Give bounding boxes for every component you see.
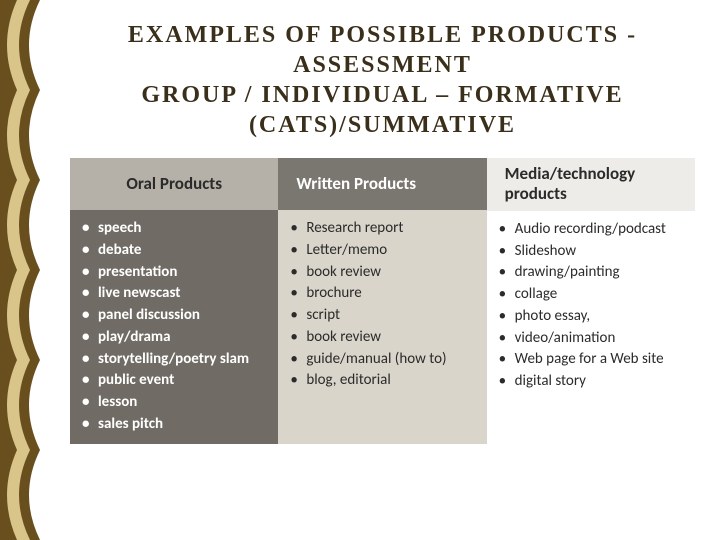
list-item: speech [76,218,270,240]
list-item: brochure [284,283,478,305]
list-item: collage [493,284,687,306]
title-line-1: EXAMPLES OF POSSIBLE PRODUCTS - [128,22,637,48]
list-item: sales pitch [76,414,270,436]
list-item: book review [284,262,478,284]
column-body-media: Audio recording/podcast Slideshow drawin… [487,211,695,444]
slide-title: EXAMPLES OF POSSIBLE PRODUCTS - ASSESSME… [70,20,695,140]
column-written: Written Products Research report Letter/… [278,158,486,444]
written-items-list: Research report Letter/memo book review … [284,218,478,392]
list-item: play/drama [76,327,270,349]
list-item: panel discussion [76,305,270,327]
list-item: blog, editorial [284,370,478,392]
list-item: video/animation [493,328,687,350]
decorative-wave-strip [0,0,50,540]
list-item: Web page for a Web site [493,349,687,371]
title-line-2: ASSESSMENT [293,52,472,78]
list-item: presentation [76,262,270,284]
list-item: Slideshow [493,241,687,263]
title-line-4: (CATS)/SUMMATIVE [249,112,516,138]
list-item: lesson [76,392,270,414]
oral-items-list: speech debate presentation live newscast… [76,218,270,436]
list-item: script [284,305,478,327]
column-header-oral: Oral Products [70,158,278,210]
list-item: Letter/memo [284,240,478,262]
column-media: Media/technology products Audio recordin… [487,158,695,444]
list-item: book review [284,327,478,349]
list-item: photo essay, [493,306,687,328]
column-body-oral: speech debate presentation live newscast… [70,210,278,444]
list-item: drawing/painting [493,262,687,284]
list-item: Audio recording/podcast [493,219,687,241]
list-item: live newscast [76,283,270,305]
slide-content: EXAMPLES OF POSSIBLE PRODUCTS - ASSESSME… [70,20,695,444]
list-item: debate [76,240,270,262]
list-item: storytelling/poetry slam [76,349,270,371]
title-line-3: GROUP / INDIVIDUAL – FORMATIVE [141,82,623,108]
list-item: digital story [493,371,687,393]
column-header-written: Written Products [278,158,486,210]
products-table: Oral Products speech debate presentation… [70,158,695,444]
list-item: Research report [284,218,478,240]
column-oral: Oral Products speech debate presentation… [70,158,278,444]
list-item: guide/manual (how to) [284,349,478,371]
column-body-written: Research report Letter/memo book review … [278,210,486,444]
column-header-media: Media/technology products [487,158,695,211]
media-items-list: Audio recording/podcast Slideshow drawin… [493,219,687,393]
list-item: public event [76,370,270,392]
wave-svg [0,0,50,540]
